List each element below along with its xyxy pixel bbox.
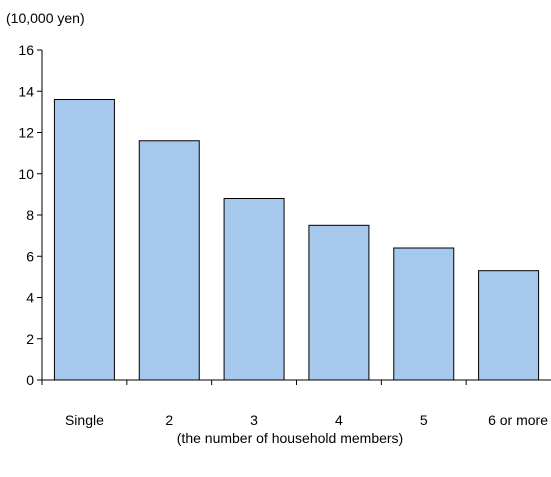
y-tick-label: 14 bbox=[18, 83, 34, 99]
y-tick-label: 12 bbox=[18, 125, 34, 141]
y-unit-label: (10,000 yen) bbox=[6, 10, 85, 26]
bar-3 bbox=[223, 198, 285, 381]
y-tick-label: 6 bbox=[26, 248, 34, 264]
y-tick-label: 0 bbox=[26, 372, 34, 388]
x-axis-label: (the number of household members) bbox=[177, 430, 403, 446]
x-category-label: 2 bbox=[165, 412, 173, 428]
bar-4 bbox=[308, 224, 370, 381]
y-tick-label: 10 bbox=[18, 166, 34, 182]
y-tick-label: 2 bbox=[26, 331, 34, 347]
bars bbox=[53, 99, 540, 381]
x-axis: Single 2 3 4 5 6 or more bbox=[41, 379, 551, 428]
x-category-label: 3 bbox=[250, 412, 258, 428]
y-tick-label: 16 bbox=[18, 42, 34, 58]
y-tick-label: 4 bbox=[26, 290, 34, 306]
x-category-label: Single bbox=[65, 412, 104, 428]
bar-2 bbox=[138, 140, 200, 381]
y-tick-label: 8 bbox=[26, 207, 34, 223]
x-category-label: 5 bbox=[420, 412, 428, 428]
bar-5 bbox=[393, 247, 455, 381]
bar-single bbox=[53, 99, 115, 381]
y-axis: 0 2 4 6 8 10 12 14 16 bbox=[18, 42, 43, 388]
bar-6-or-more bbox=[478, 270, 540, 381]
x-category-label: 6 or more bbox=[488, 412, 548, 428]
x-category-label: 4 bbox=[335, 412, 343, 428]
